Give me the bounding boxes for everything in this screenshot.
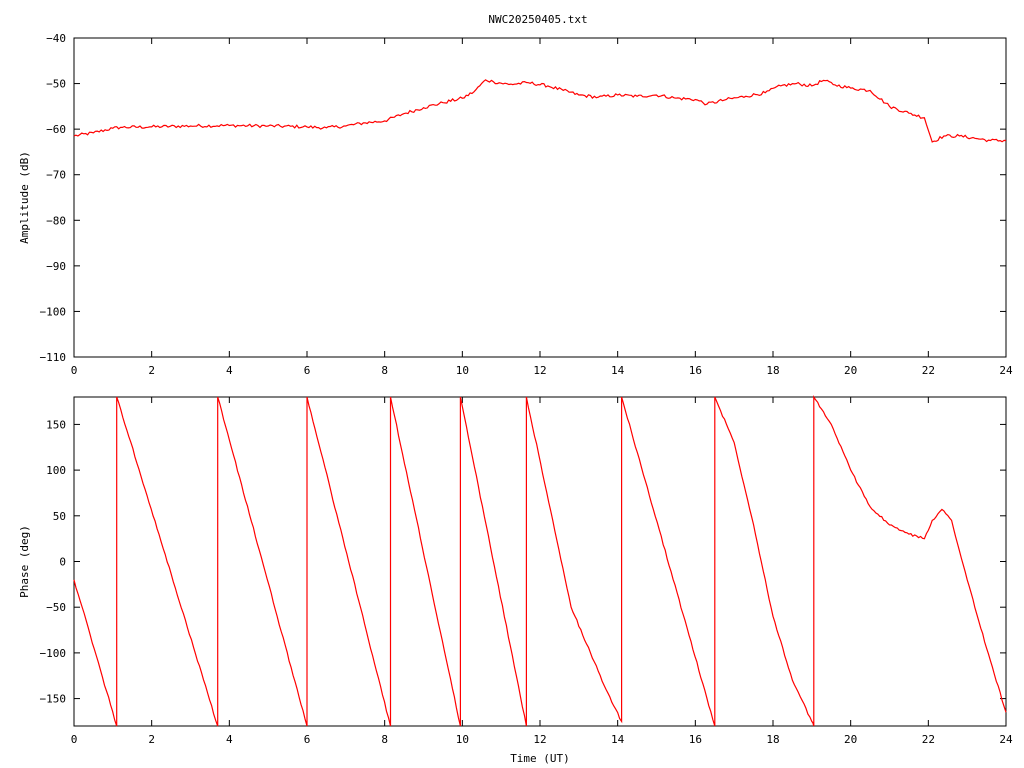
x-tick-label: 8 xyxy=(381,364,388,377)
y-tick-label: 100 xyxy=(46,464,66,477)
x-tick-label: 16 xyxy=(689,364,702,377)
x-tick-label: 12 xyxy=(533,364,546,377)
y-tick-label: 50 xyxy=(53,510,66,523)
x-tick-label: 14 xyxy=(611,733,625,746)
y-tick-label: −100 xyxy=(40,647,67,660)
x-tick-label: 22 xyxy=(922,733,935,746)
x-tick-label: 4 xyxy=(226,733,233,746)
x-tick-label: 14 xyxy=(611,364,625,377)
y-tick-label: −90 xyxy=(46,260,66,273)
y-tick-label: −110 xyxy=(40,351,67,364)
y-tick-label: 150 xyxy=(46,418,66,431)
x-tick-label: 22 xyxy=(922,364,935,377)
x-tick-label: 10 xyxy=(456,364,469,377)
x-tick-label: 8 xyxy=(381,733,388,746)
y-tick-label: −50 xyxy=(46,601,66,614)
x-tick-label: 0 xyxy=(71,364,78,377)
y-axis-label: Phase (deg) xyxy=(18,525,31,598)
y-tick-label: −40 xyxy=(46,32,66,45)
y-tick-label: −60 xyxy=(46,123,66,136)
x-tick-label: 24 xyxy=(999,733,1013,746)
y-tick-label: −50 xyxy=(46,78,66,91)
x-axis-label: Time (UT) xyxy=(510,752,570,765)
x-tick-label: 10 xyxy=(456,733,469,746)
x-tick-label: 16 xyxy=(689,733,702,746)
y-axis-label: Amplitude (dB) xyxy=(18,151,31,244)
x-tick-label: 18 xyxy=(766,733,779,746)
x-tick-label: 6 xyxy=(304,364,311,377)
y-tick-label: −150 xyxy=(40,693,67,706)
x-tick-label: 6 xyxy=(304,733,311,746)
x-tick-label: 20 xyxy=(844,733,857,746)
y-tick-label: −80 xyxy=(46,214,66,227)
series-line-0-0 xyxy=(73,79,1007,143)
x-tick-label: 0 xyxy=(71,733,78,746)
x-tick-label: 24 xyxy=(999,364,1013,377)
y-tick-label: 0 xyxy=(59,556,66,569)
x-tick-label: 4 xyxy=(226,364,233,377)
x-tick-label: 18 xyxy=(766,364,779,377)
x-tick-label: 2 xyxy=(148,364,155,377)
x-tick-label: 20 xyxy=(844,364,857,377)
y-tick-label: −70 xyxy=(46,169,66,182)
chart-panel-0: 0 2 4 6 8 10 12 14 16 18 20 22 24−110−100−90−80−70−6… xyxy=(18,32,1013,377)
x-tick-label: 2 xyxy=(148,733,155,746)
x-tick-label: 12 xyxy=(533,733,546,746)
chart-title: NWC20250405.txt xyxy=(488,13,587,26)
chart-panel-1: 0 2 4 6 8 10 12 14 16 18 20 22 24−150−100−5005010015… xyxy=(18,394,1013,765)
series-line-1-0 xyxy=(73,394,1007,727)
y-tick-label: −100 xyxy=(40,305,67,318)
